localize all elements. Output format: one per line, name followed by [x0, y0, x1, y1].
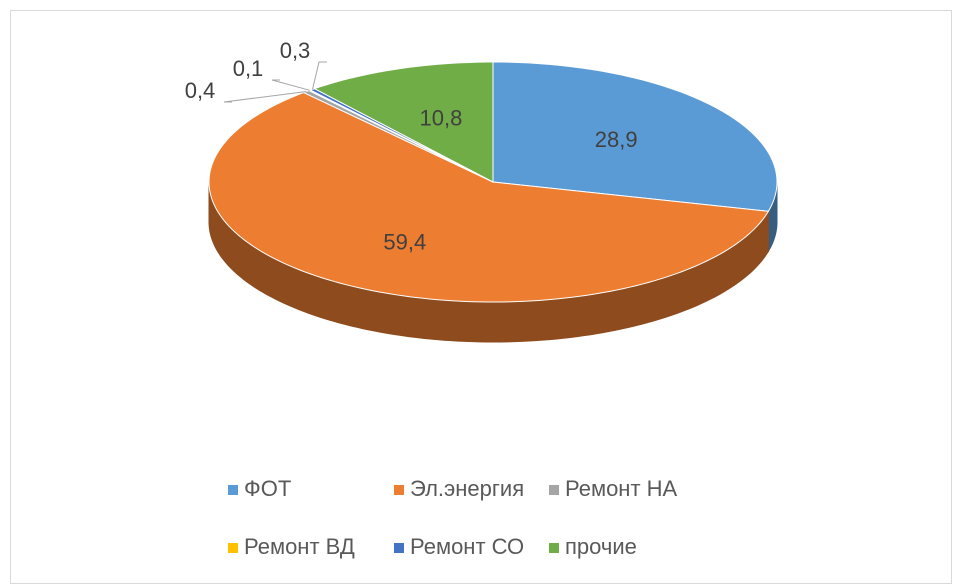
legend-label: Ремонт СО — [410, 534, 524, 559]
data-label: 0,3 — [280, 38, 311, 63]
legend-label: Ремонт НА — [565, 476, 678, 501]
legend-swatch — [228, 485, 238, 495]
slice — [492, 61, 778, 212]
leader-line — [312, 61, 327, 90]
legend-swatch — [394, 485, 404, 495]
data-label: 0,4 — [185, 78, 216, 103]
legend-label: ФОТ — [244, 476, 291, 501]
data-label: 59,4 — [383, 229, 426, 254]
legend-swatch — [228, 543, 238, 553]
leader-line — [271, 79, 310, 91]
data-label: 0,1 — [233, 56, 264, 81]
leader-line — [223, 91, 307, 103]
slice — [313, 61, 494, 183]
legend-label: прочие — [565, 534, 637, 559]
legend-swatch — [549, 543, 559, 553]
data-label: 28,9 — [595, 127, 638, 152]
slice — [208, 92, 770, 303]
legend-swatch — [394, 543, 404, 553]
legend-swatch — [549, 485, 559, 495]
legend-label: Эл.энергия — [410, 476, 524, 501]
legend-label: Ремонт ВД — [244, 534, 355, 559]
data-label: 10,8 — [420, 106, 463, 131]
